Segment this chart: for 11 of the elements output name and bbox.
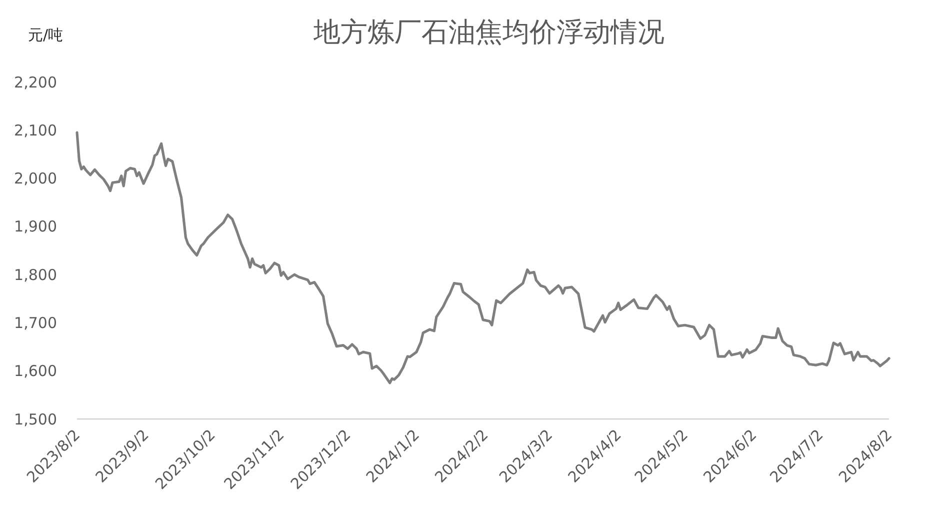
y-tick-label: 1,500 — [14, 410, 57, 428]
line-series — [76, 131, 890, 384]
y-tick-label: 2,200 — [14, 73, 57, 92]
y-tick-label: 1,600 — [14, 362, 57, 380]
y-tick-label: 1,900 — [14, 218, 57, 236]
y-tick-label: 1,700 — [14, 314, 57, 332]
y-axis-title: 元/吨 — [28, 26, 64, 44]
chart-title: 地方炼厂石油焦均价浮动情况 — [312, 17, 664, 48]
y-tick-label: 2,000 — [14, 170, 57, 188]
y-tick-label: 2,100 — [14, 121, 57, 140]
y-tick-label: 1,800 — [14, 266, 57, 284]
